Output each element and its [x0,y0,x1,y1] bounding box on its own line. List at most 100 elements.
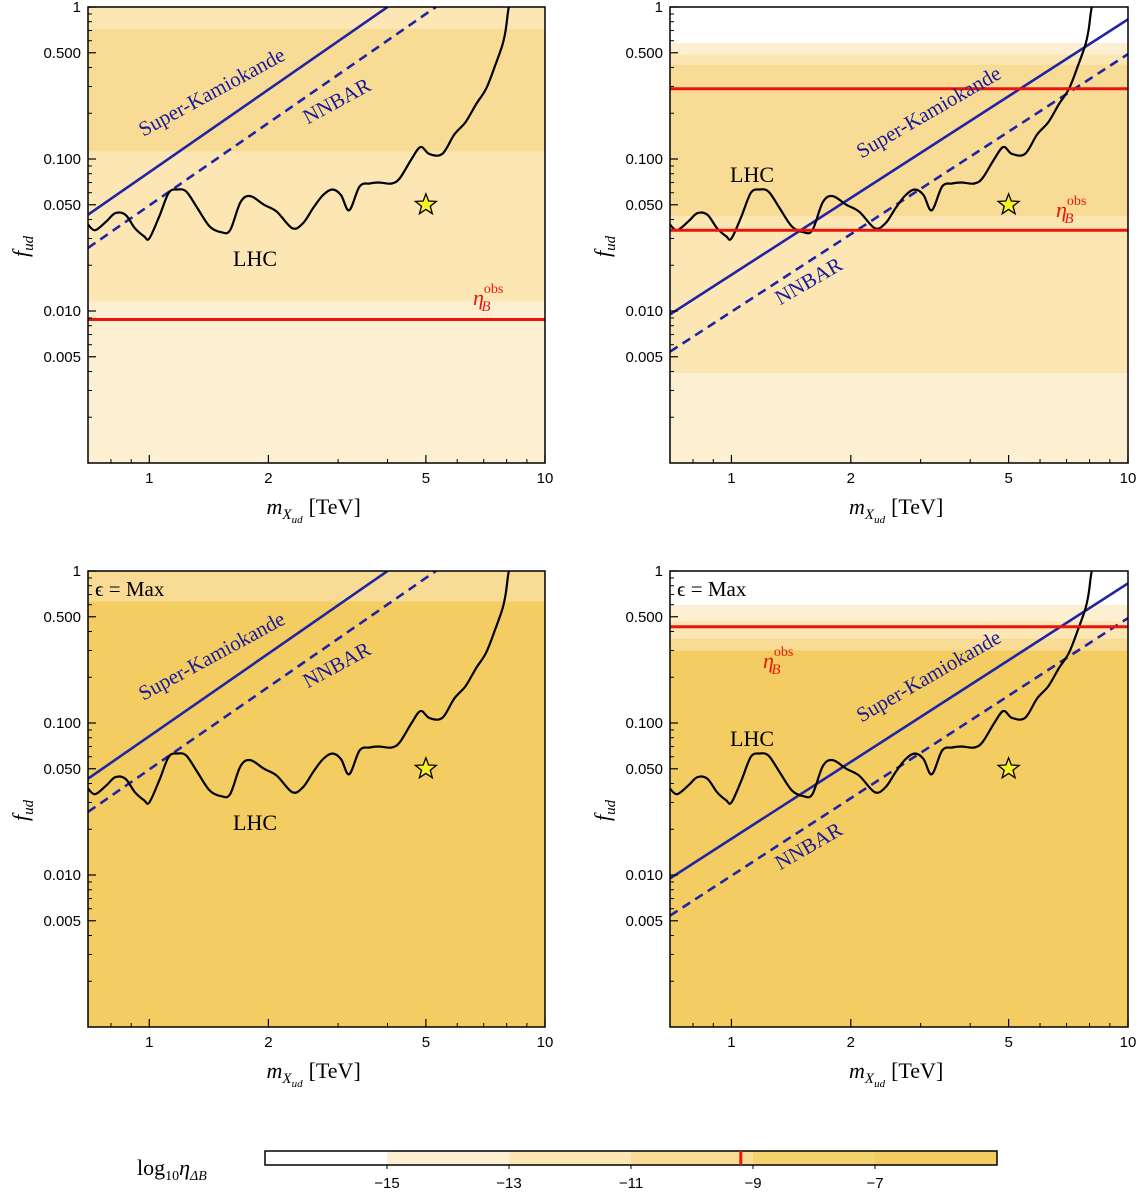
epsilon-max-label: ϵ = Max [95,577,165,601]
series-layer [88,571,510,813]
plot-frame [669,6,1129,464]
y-tick-label: 1 [73,0,81,16]
observed-eta: η [1056,197,1067,222]
colorbar-tick-label: −15 [374,1175,399,1192]
colorbar-label: log10ηΔB [137,1155,207,1184]
y-tick-label: 0.005 [625,349,663,366]
shade-band [670,650,1128,1027]
x-axis-unit: [TeV] [309,1058,361,1083]
x-axis-label: mXud [TeV] [267,1058,361,1090]
x-axis-label: mXud [TeV] [267,494,361,526]
benchmark-star-icon [996,191,1021,216]
y-axis-label: fud [590,235,619,257]
x-tick-label: 10 [537,1034,554,1051]
super-kamiokande-line [670,582,1128,880]
y-tick-label: 0.500 [43,609,81,626]
axis-ticks: 1 2 5 10 0.005 0.010 0.050 0.100 0.500 1 [43,0,553,487]
lhc-label: LHC [730,162,774,187]
x-axis-unit: [TeV] [309,494,361,519]
x-tick-label: 2 [264,1034,272,1051]
shade-band [88,301,545,463]
x-tick-label: 5 [1004,470,1012,487]
x-axis-unit: [TeV] [891,1058,943,1083]
shade-band [670,373,1128,463]
y-axis-sub: ud [21,799,37,815]
y-tick-label: 0.500 [625,609,663,626]
y-axis-symbol: f [8,248,33,257]
axis-ticks: 1 2 5 10 0.005 0.010 0.050 0.100 0.500 1 [625,0,1136,487]
band-layer [88,7,545,463]
epsilon-max-label: ϵ = Max [677,577,747,601]
colorbar-segment [875,1151,997,1165]
y-tick-label: 0.050 [625,197,663,214]
shade-band [670,620,1128,639]
observed-sup: obs [774,645,793,660]
y-tick-label: 0.100 [625,715,663,732]
super-kamiokande-line [88,7,389,216]
observed-sub: B [1064,211,1073,227]
axis-ticks: 1 2 5 10 0.005 0.010 0.050 0.100 0.500 1 [625,563,1136,1051]
shade-band [88,151,545,302]
y-tick-label: 0.500 [625,45,663,62]
shade-band [88,601,545,1027]
y-tick-label: 0.050 [625,761,663,778]
colorbar-label-log: log [137,1155,165,1180]
shade-band [670,571,1128,605]
y-axis-symbol: f [590,812,615,821]
y-tick-label: 0.100 [625,151,663,168]
band-layer [670,571,1128,1027]
observed-asymmetry-label: ηobs B [763,645,793,678]
x-axis-sub: X [281,507,292,523]
y-tick-label: 0.010 [625,303,663,320]
y-axis-sub: ud [603,235,619,251]
lhc-label: LHC [730,726,774,751]
plot-frame [87,6,546,464]
colorbar: −15 −13 −11 −9 −7 log10ηΔB [137,1150,998,1192]
x-tick-label: 1 [727,1034,735,1051]
lhc-limit-curve [670,7,1093,241]
lhc-label: LHC [233,810,277,835]
colorbar-tick-label: −9 [744,1175,761,1192]
x-tick-label: 5 [422,1034,430,1051]
shade-band [670,54,1128,65]
x-axis-sub: X [281,1071,292,1087]
y-axis-symbol: f [590,248,615,257]
x-axis-symbol: m [849,494,865,519]
y-tick-label: 0.005 [625,913,663,930]
band-layer [670,7,1128,463]
y-tick-label: 0.010 [43,303,81,320]
x-axis-symbol: m [267,1058,283,1083]
super-kamiokande-line [670,18,1128,316]
benchmark-star-icon [413,755,439,780]
shade-band [670,216,1128,374]
shade-band [670,638,1128,651]
colorbar-segment [631,1151,753,1165]
x-tick-label: 1 [145,470,153,487]
observed-asymmetry-label: ηobs B [473,282,503,315]
nnbar-line [88,7,437,249]
x-axis-subsub: ud [874,514,886,526]
panel-bottom-right: 1 2 5 10 0.005 0.010 0.050 0.100 0.500 1 mXud [TeV]… [590,563,1136,1090]
lhc-limit-curve [670,571,1093,805]
super-kamiokande-line [88,571,389,780]
y-axis-sub: ud [21,235,37,251]
colorbar-tick-label: −11 [619,1175,643,1192]
x-axis-symbol: m [849,1058,865,1083]
x-tick-label: 1 [727,470,735,487]
lhc-label: LHC [233,246,277,271]
panel-top-left: 1 2 5 10 0.005 0.010 0.050 0.100 0.500 1 mXud [TeV]… [8,0,553,526]
x-tick-label: 10 [1120,470,1137,487]
colorbar-tick-label: −13 [496,1175,521,1192]
x-axis-label: mXud [TeV] [849,1058,943,1090]
observed-sup: obs [484,282,503,297]
y-tick-label: 0.010 [625,867,663,884]
series-layer [670,571,1128,917]
y-tick-label: 1 [655,563,663,580]
y-axis-label: fud [8,235,37,257]
x-tick-label: 5 [422,470,430,487]
benchmark-star-icon [413,191,439,216]
x-tick-label: 2 [847,470,855,487]
colorbar-tick-label: −7 [866,1175,883,1192]
x-axis-subsub: ud [292,514,304,526]
y-tick-label: 0.050 [43,197,81,214]
